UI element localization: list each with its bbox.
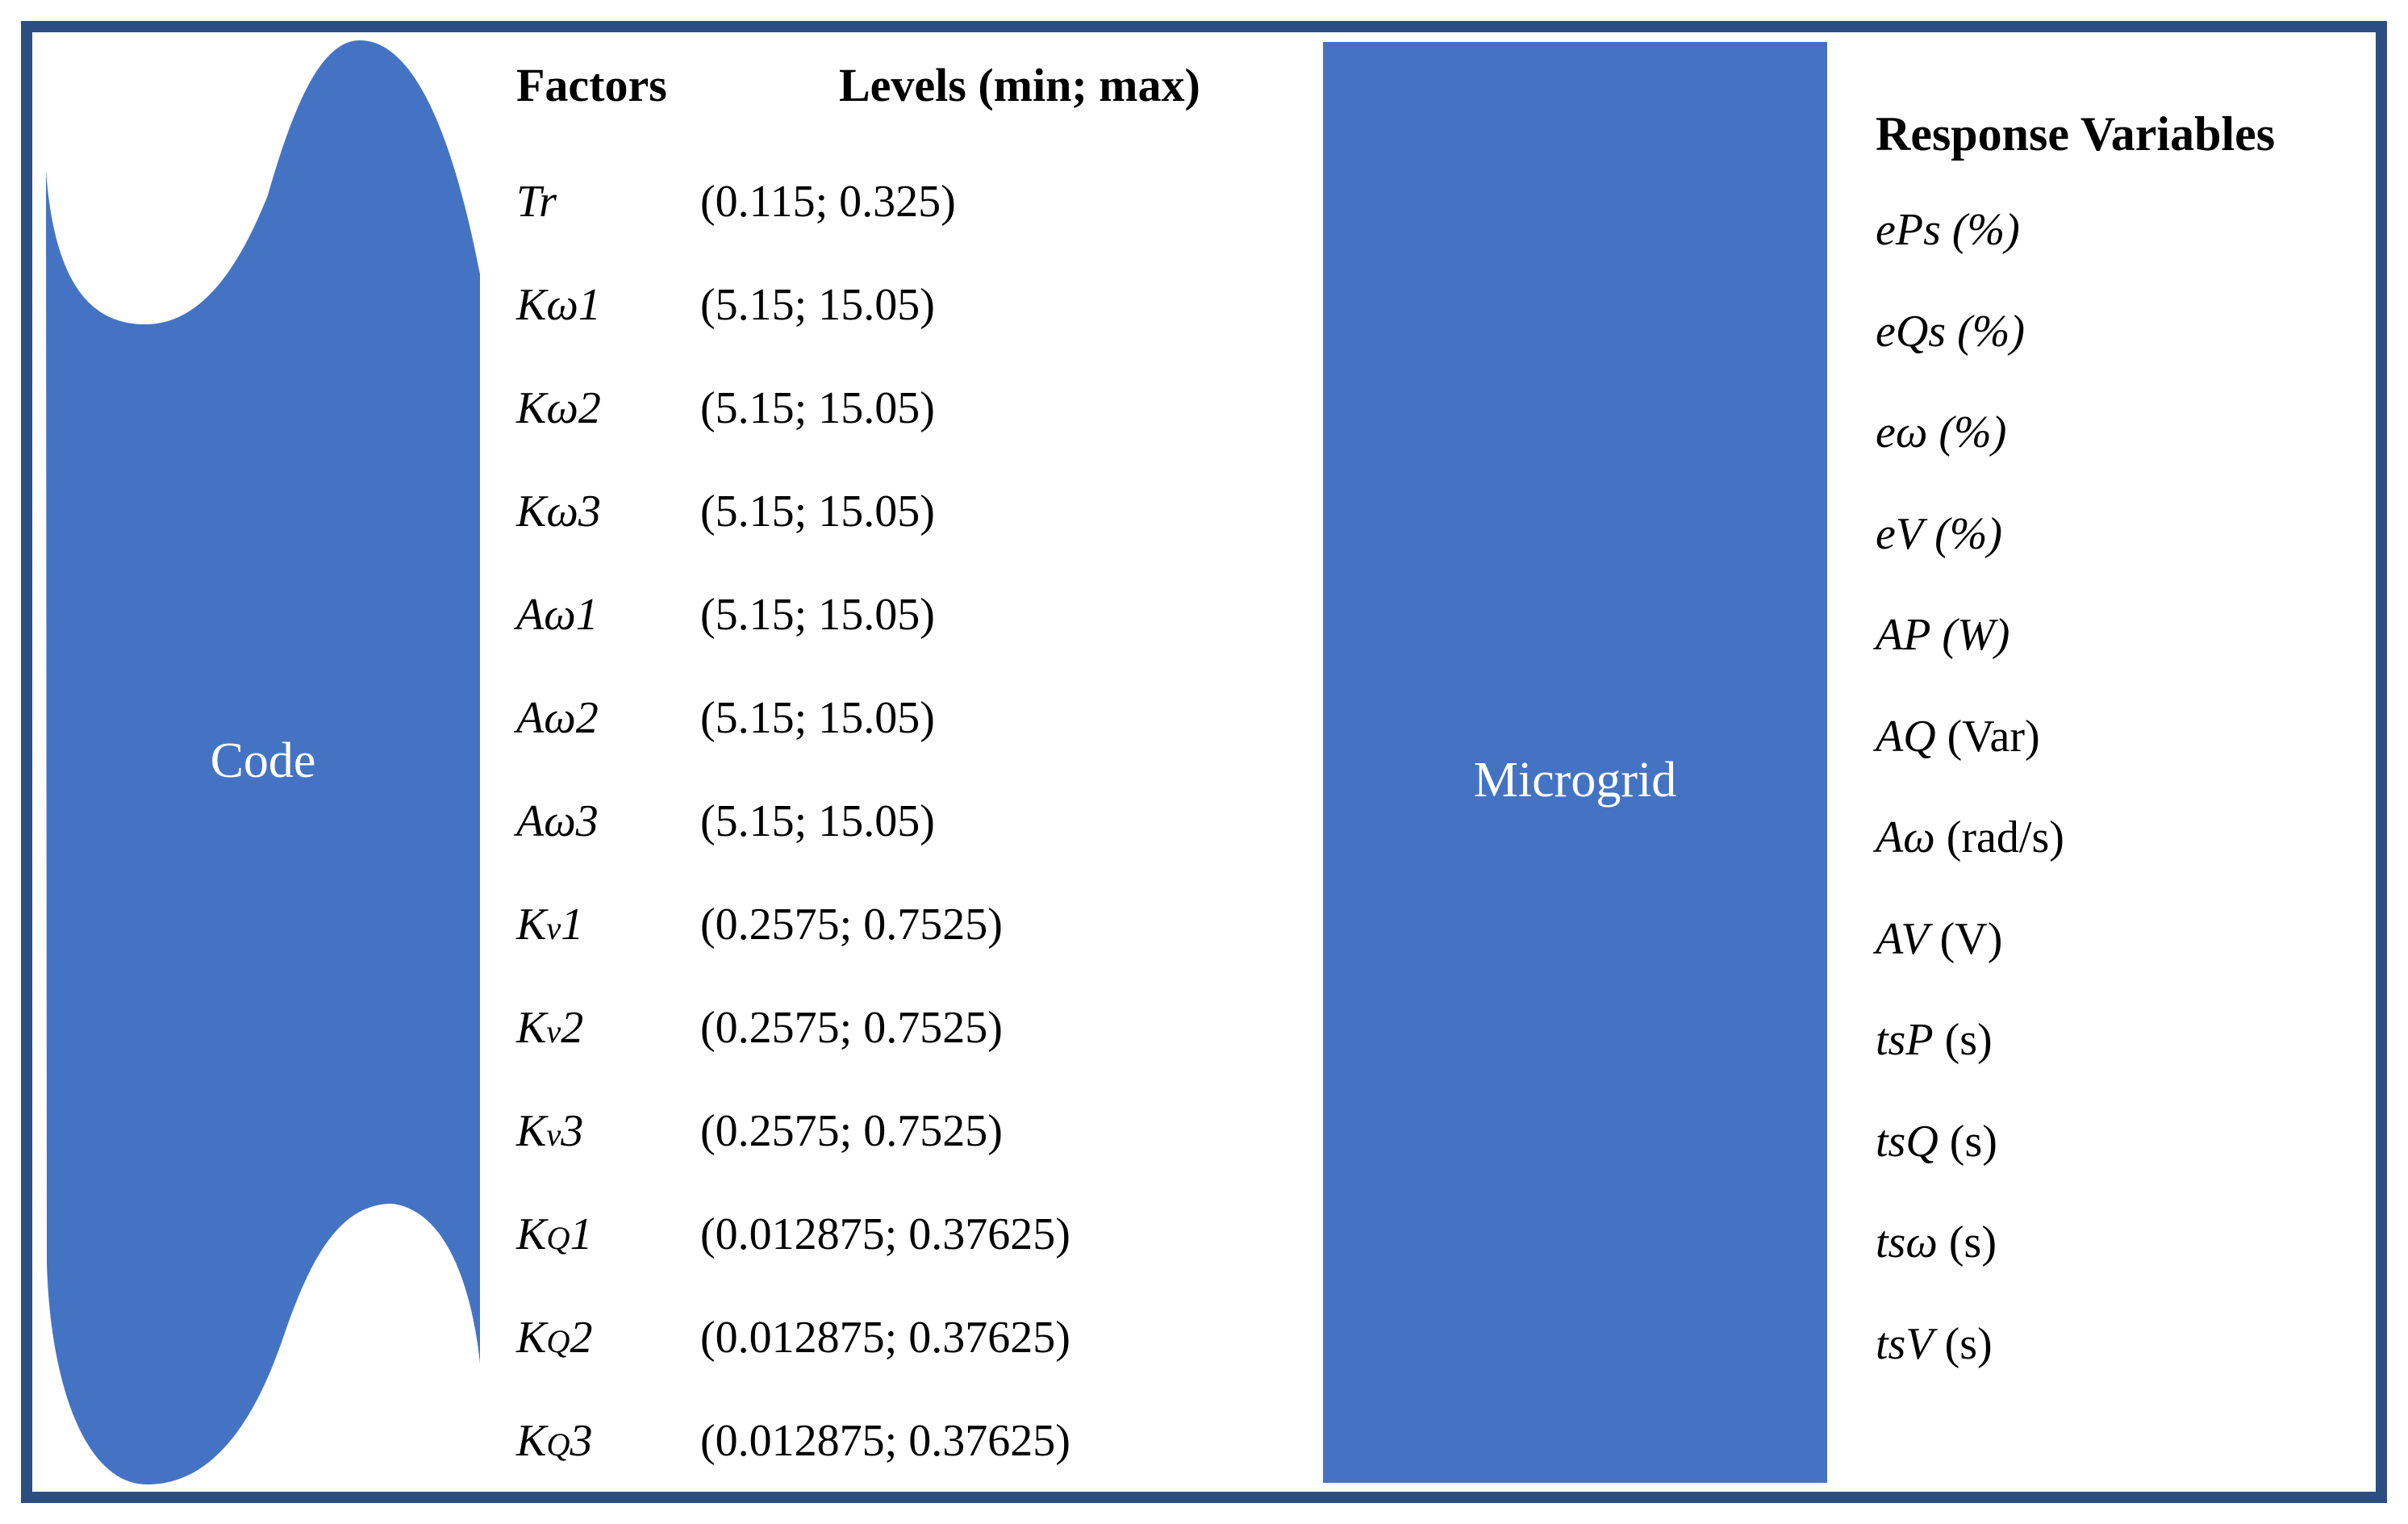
response-variable-item: eω (%): [1876, 382, 2006, 483]
response-unit: (s): [1944, 1318, 1993, 1369]
response-unit: (s): [1949, 1116, 1997, 1167]
factor-row: Kv3 (0.2575; 0.7525): [516, 1079, 1003, 1183]
factor-row: KQ2 (0.012875; 0.37625): [516, 1286, 1070, 1389]
response-variable-item: tsV (s): [1876, 1293, 1993, 1395]
factor-name: KQ2: [516, 1313, 593, 1363]
response-symbol: AV: [1876, 913, 1929, 964]
factor-levels: (5.15; 15.05): [700, 693, 935, 743]
factor-row: Kω1 (5.15; 15.05): [516, 253, 935, 357]
code-label: Code: [210, 733, 316, 788]
levels-header: Levels (min; max): [839, 59, 1200, 111]
microgrid-box: Microgrid: [1323, 42, 1827, 1483]
response-unit: (%): [1939, 407, 2007, 457]
response-unit: (rad/s): [1946, 812, 2064, 862]
response-variable-item: ePs (%): [1876, 179, 2020, 281]
response-unit: (W): [1942, 610, 2010, 660]
factor-name: Kω3: [516, 486, 601, 537]
factor-row: Kω3 (5.15; 15.05): [516, 460, 935, 563]
response-variable-item: AQ (Var): [1876, 686, 2040, 787]
factor-name: Aω3: [516, 796, 599, 846]
response-symbol: eV: [1876, 508, 1924, 559]
factor-row: Tr (0.115; 0.325): [516, 150, 956, 253]
factor-name: Aω2: [516, 693, 599, 743]
response-symbol: ePs: [1876, 205, 1941, 255]
factor-levels: (0.012875; 0.37625): [700, 1416, 1070, 1466]
factor-name: KQ3: [516, 1416, 593, 1466]
response-variable-item: AP (W): [1876, 584, 2009, 686]
factors-header: Factors: [516, 59, 667, 111]
response-symbol: eQs: [1876, 306, 1947, 357]
factor-name: Kω1: [516, 280, 601, 330]
factor-name: Kω2: [516, 383, 601, 433]
response-symbol: eω: [1876, 407, 1928, 457]
response-variable-item: eQs (%): [1876, 281, 2025, 382]
response-unit: (%): [1957, 306, 2026, 357]
factor-row: Kv2 (0.2575; 0.7525): [516, 976, 1003, 1079]
factor-levels: (5.15; 15.05): [700, 590, 935, 640]
factor-row: KQ1 (0.012875; 0.37625): [516, 1183, 1070, 1286]
response-symbol: tsP: [1876, 1015, 1934, 1065]
response-unit: (s): [1944, 1015, 1993, 1065]
factor-row: Aω2 (5.15; 15.05): [516, 666, 935, 770]
factor-name: Aω1: [516, 590, 599, 640]
factor-row: Aω1 (5.15; 15.05): [516, 563, 935, 666]
factor-row: Aω3 (5.15; 15.05): [516, 770, 935, 873]
response-variable-item: AV (V): [1876, 888, 2002, 990]
factor-row: Kω2 (5.15; 15.05): [516, 357, 935, 460]
response-unit: (Var): [1947, 711, 2040, 762]
factor-levels: (5.15; 15.05): [700, 280, 935, 330]
response-variable-item: Aω (rad/s): [1876, 787, 2064, 888]
factor-name: KQ1: [516, 1209, 593, 1259]
response-symbol: tsω: [1876, 1217, 1938, 1267]
factor-levels: (0.2575; 0.7525): [700, 900, 1003, 950]
response-symbol: Aω: [1876, 812, 1935, 862]
response-variable-item: tsP (s): [1876, 989, 1993, 1091]
response-variables-header: Response Variables: [1876, 107, 2276, 161]
factor-name: Kv1: [516, 900, 584, 950]
response-unit: (%): [1951, 205, 2020, 255]
factor-row: Kv1 (0.2575; 0.7525): [516, 873, 1003, 976]
response-symbol: tsV: [1876, 1318, 1934, 1369]
factor-levels: (0.012875; 0.37625): [700, 1209, 1070, 1259]
response-unit: (s): [1948, 1217, 1997, 1267]
factor-levels: (0.012875; 0.37625): [700, 1313, 1070, 1363]
response-variable-item: tsQ (s): [1876, 1091, 1997, 1192]
response-symbol: AQ: [1876, 711, 1936, 762]
factor-levels: (5.15; 15.05): [700, 486, 935, 537]
microgrid-label: Microgrid: [1473, 753, 1677, 808]
response-symbol: tsQ: [1876, 1116, 1939, 1167]
response-unit: (%): [1934, 508, 2003, 559]
factor-name: Tr: [516, 177, 557, 227]
response-unit: (V): [1939, 913, 2003, 964]
factor-levels: (0.115; 0.325): [700, 177, 956, 227]
factor-levels: (5.15; 15.05): [700, 383, 935, 433]
figure-border: [21, 21, 2387, 1503]
factor-levels: (5.15; 15.05): [700, 796, 935, 846]
response-variable-item: eV (%): [1876, 483, 2002, 585]
response-symbol: AP: [1876, 610, 1931, 660]
factor-name: Kv3: [516, 1106, 584, 1156]
factor-levels: (0.2575; 0.7525): [700, 1003, 1003, 1053]
response-variable-item: tsω (s): [1876, 1192, 1997, 1293]
factor-levels: (0.2575; 0.7525): [700, 1106, 1003, 1156]
factor-name: Kv2: [516, 1003, 584, 1053]
factor-row: KQ3 (0.012875; 0.37625): [516, 1389, 1070, 1493]
